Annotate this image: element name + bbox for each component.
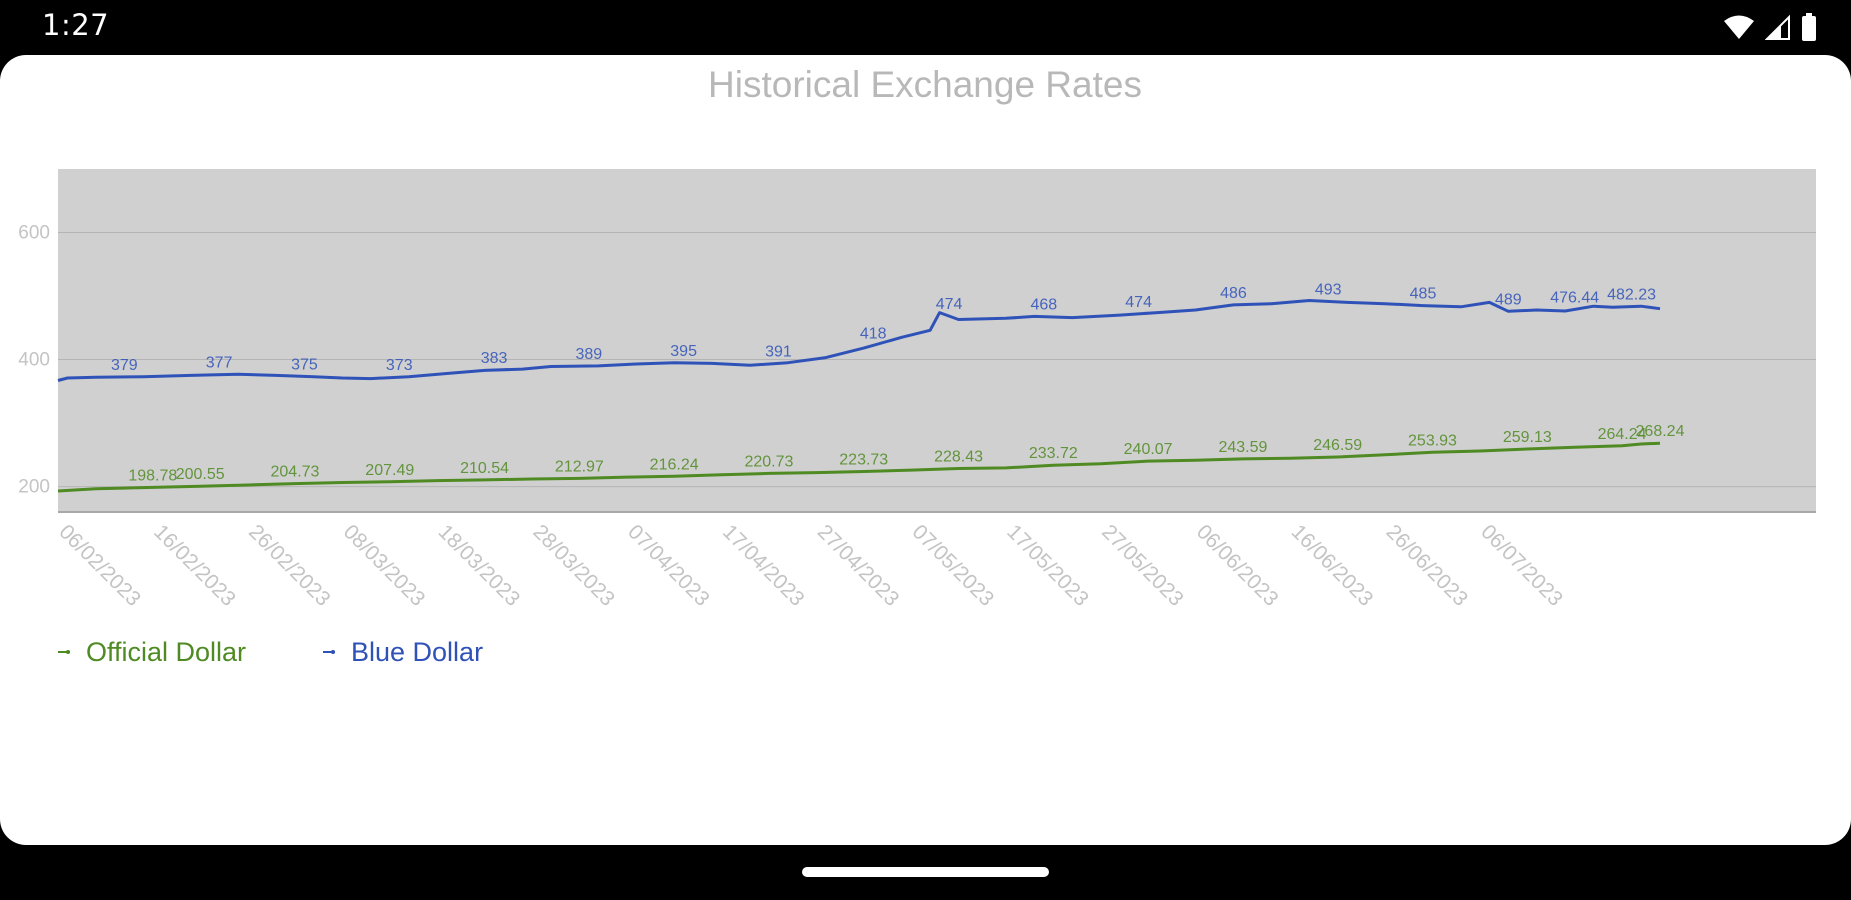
x-tick-06/06/2023: 06/06/2023 [1192, 520, 1283, 611]
y-axis-ticks: 200 400 600 [18, 223, 50, 498]
official-dollar-data-label: 240.07 [1124, 441, 1173, 458]
official-dollar-legend-label: Official Dollar [86, 637, 246, 667]
official-dollar-data-label: 233.72 [1029, 445, 1078, 462]
blue-dollar-data-label: 379 [111, 357, 138, 374]
x-tick-07/05/2023: 07/05/2023 [908, 520, 999, 611]
x-tick-26/02/2023: 26/02/2023 [244, 520, 335, 611]
x-tick-27/04/2023: 27/04/2023 [813, 520, 904, 611]
blue-dollar-data-label: 383 [481, 350, 508, 367]
x-tick-16/06/2023: 16/06/2023 [1287, 520, 1378, 611]
x-axis-ticks: 06/02/2023 16/02/2023 26/02/2023 08/03/2023… [54, 520, 1566, 611]
official-dollar-data-label: 210.54 [460, 460, 509, 477]
official-dollar-data-label: 268.24 [1636, 423, 1685, 440]
blue-dollar-legend-label: Blue Dollar [351, 637, 483, 667]
blue-dollar-data-label: 373 [386, 357, 413, 374]
blue-dollar-data-label: 489 [1495, 291, 1522, 308]
official-dollar-data-label: 212.97 [555, 458, 604, 475]
x-tick-08/03/2023: 08/03/2023 [339, 520, 430, 611]
blue-dollar-data-label: 485 [1410, 286, 1437, 303]
x-tick-18/03/2023: 18/03/2023 [434, 520, 525, 611]
series-lines [57, 299, 1661, 493]
official-dollar-data-label: 216.24 [650, 456, 699, 473]
battery-icon [1802, 13, 1816, 41]
blue-dollar-data-label: 474 [1125, 294, 1152, 311]
official-dollar-data-label: 228.43 [934, 449, 983, 466]
legend: Official Dollar Blue Dollar [58, 637, 483, 667]
official-dollar-data-label: 223.73 [839, 452, 888, 469]
x-tick-17/04/2023: 17/04/2023 [718, 520, 809, 611]
blue-dollar-data-label: 375 [291, 356, 318, 373]
x-tick-28/03/2023: 28/03/2023 [528, 520, 619, 611]
official-dollar-data-label: 264.24 [1598, 426, 1647, 443]
x-tick-17/05/2023: 17/05/2023 [1002, 520, 1093, 611]
y-tick-600: 600 [18, 223, 50, 244]
plot-area [58, 169, 1816, 513]
cellular-signal-icon [1765, 14, 1790, 40]
official-dollar-data-label: 200.55 [176, 466, 225, 483]
blue-dollar-data-label: 493 [1315, 281, 1342, 298]
navigation-bar [0, 845, 1851, 900]
blue-dollar-data-label: 389 [575, 346, 602, 363]
blue-dollar-data-label: 482.23 [1607, 287, 1656, 304]
x-tick-26/06/2023: 26/06/2023 [1382, 520, 1473, 611]
official-dollar-data-label: 246.59 [1313, 437, 1362, 454]
status-icons [1723, 12, 1817, 42]
blue-dollar-legend-dot [331, 650, 335, 654]
blue-dollar-data-label: 476.44 [1550, 289, 1599, 306]
x-tick-06/07/2023: 06/07/2023 [1476, 520, 1567, 611]
x-tick-06/02/2023: 06/02/2023 [54, 520, 145, 611]
grid-lines [58, 232, 1816, 488]
chart-screen: Historical Exchange Rates 200 400 600 06/0… [0, 55, 1851, 845]
status-time: 1:27 [42, 8, 110, 42]
official-dollar-data-label: 259.13 [1503, 429, 1552, 446]
x-tick-07/04/2023: 07/04/2023 [623, 520, 714, 611]
blue-dollar-data-label: 486 [1220, 285, 1247, 302]
official-dollar-data-label: 243.59 [1218, 439, 1267, 456]
official-dollar-data-label: 198.78 [128, 467, 177, 484]
exchange-rate-chart: Historical Exchange Rates 200 400 600 06/0… [18, 64, 1816, 667]
y-tick-200: 200 [18, 477, 50, 498]
y-tick-400: 400 [18, 350, 50, 371]
official-dollar-data-label: 204.73 [271, 464, 320, 481]
wifi-icon [1724, 15, 1754, 39]
blue-dollar-data-label: 395 [670, 343, 697, 360]
official-dollar-line [57, 441, 1661, 493]
blue-dollar-data-label: 418 [860, 325, 887, 342]
blue-dollar-data-label: 474 [936, 296, 963, 313]
home-gesture-handle[interactable] [802, 867, 1049, 877]
official-dollar-data-label: 253.93 [1408, 432, 1457, 449]
official-dollar-data-label: 207.49 [365, 462, 414, 479]
status-bar: 1:27 [0, 0, 1851, 55]
official-dollar-legend-dot [66, 650, 70, 654]
chart-title: Historical Exchange Rates [708, 64, 1142, 105]
blue-dollar-data-label: 377 [206, 355, 233, 372]
x-tick-27/05/2023: 27/05/2023 [1097, 520, 1188, 611]
blue-dollar-data-label: 391 [765, 343, 792, 360]
x-tick-16/02/2023: 16/02/2023 [149, 520, 240, 611]
blue-dollar-data-label: 468 [1030, 297, 1057, 314]
blue-dollar-line [57, 299, 1661, 382]
official-dollar-data-label: 220.73 [744, 453, 793, 470]
